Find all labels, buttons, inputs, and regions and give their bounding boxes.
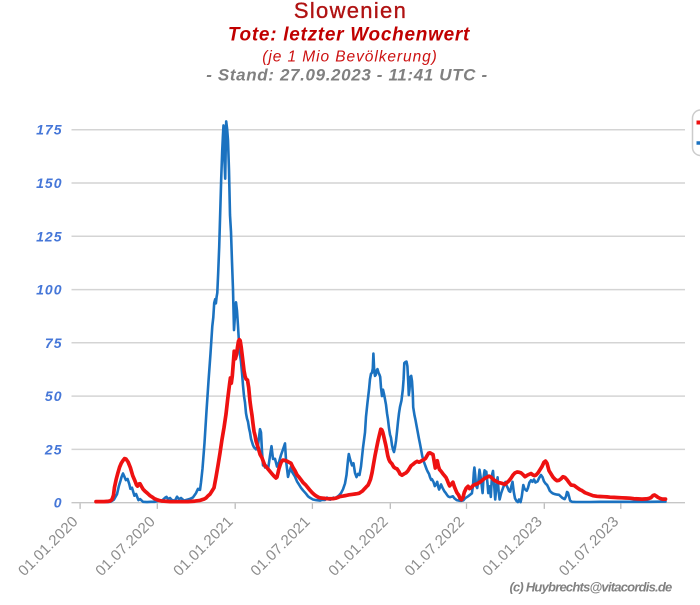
svg-text:75: 75 [45, 335, 63, 351]
svg-text:(c) Huybrechts@vitacordis.de: (c) Huybrechts@vitacordis.de [509, 579, 672, 594]
svg-text:Slowenien: Slowenien [294, 0, 407, 23]
svg-text:50: 50 [45, 388, 63, 404]
svg-text:25: 25 [44, 441, 63, 457]
svg-text:(je 1 Mio Bevölkerung): (je 1 Mio Bevölkerung) [262, 48, 438, 65]
svg-text:125: 125 [36, 228, 62, 244]
svg-text:0: 0 [54, 495, 63, 511]
svg-text:100: 100 [36, 282, 62, 298]
svg-text:Tote: letzter Wochenwert: Tote: letzter Wochenwert [228, 25, 470, 46]
svg-text:150: 150 [36, 175, 62, 191]
svg-text:175: 175 [36, 122, 62, 138]
svg-text:- Stand: 27.09.2023 - 11:41 UT: - Stand: 27.09.2023 - 11:41 UTC - [206, 66, 488, 85]
